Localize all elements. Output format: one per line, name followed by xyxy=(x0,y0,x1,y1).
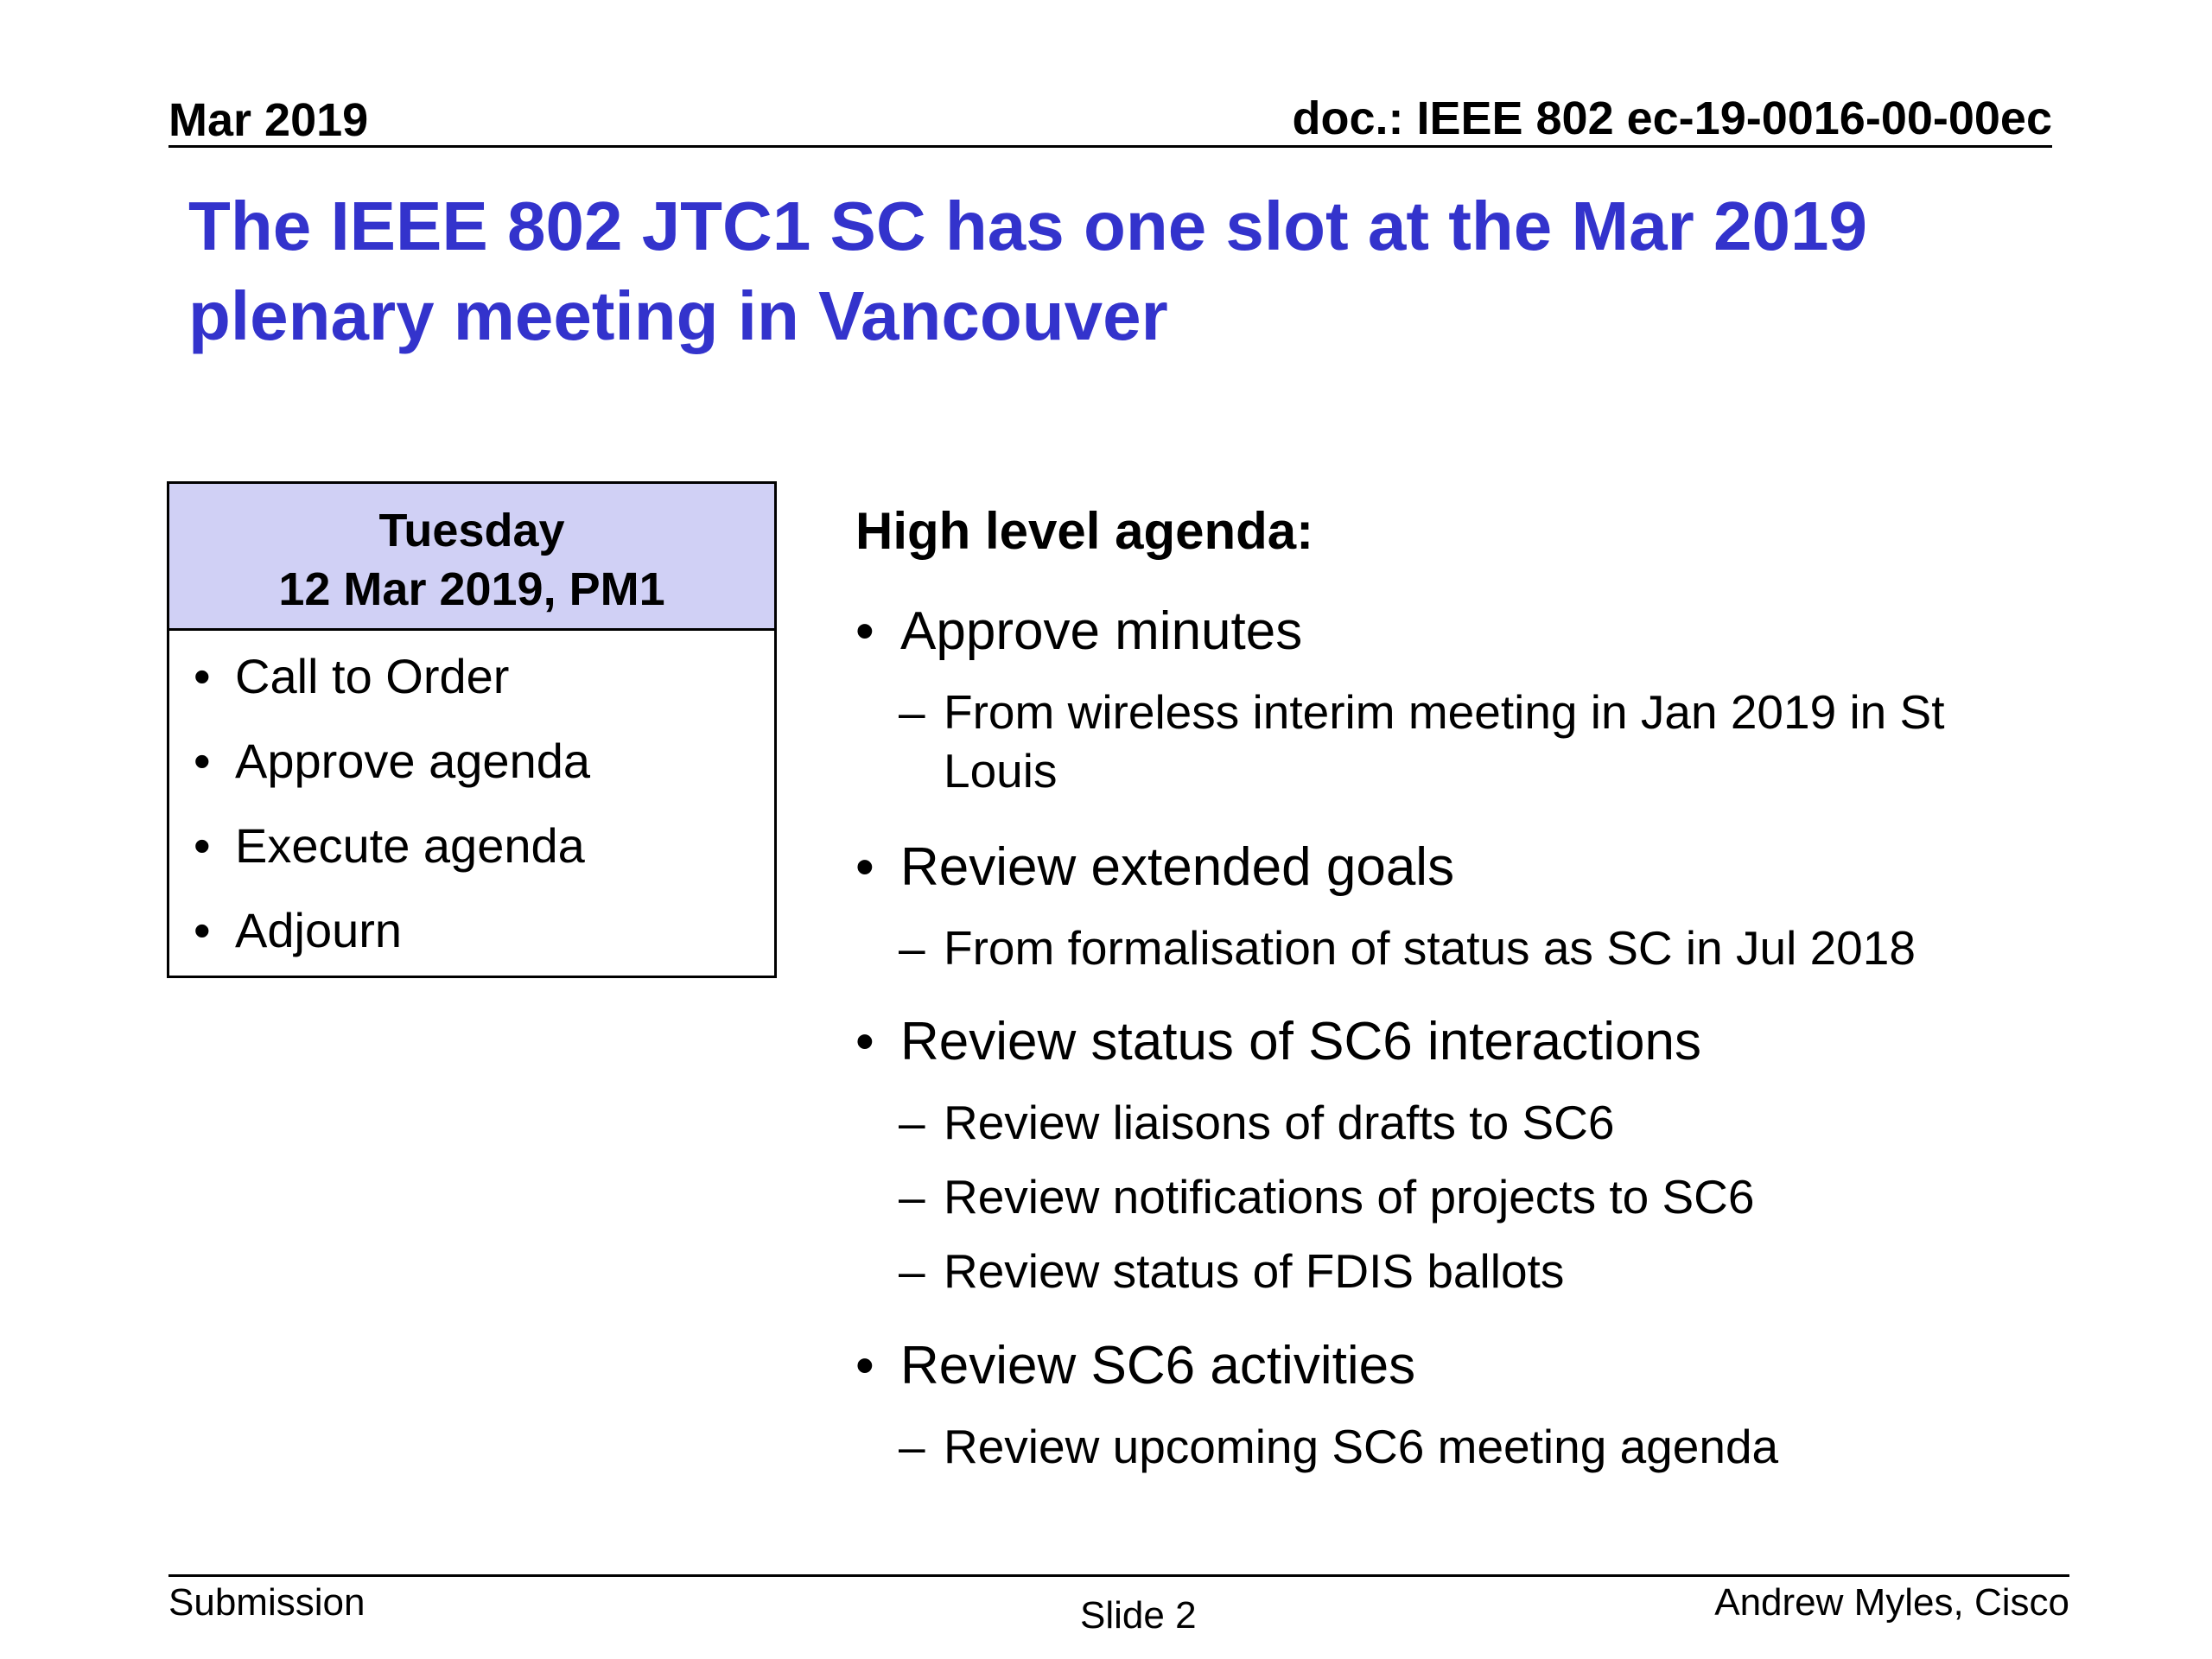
dash-icon: – xyxy=(899,1170,925,1224)
list-item: • Call to Order xyxy=(194,648,509,704)
dash-icon: – xyxy=(899,1096,925,1149)
agenda-subitem: – Review notifications of projects to SC6 xyxy=(899,1167,1755,1226)
schedule-box: Tuesday 12 Mar 2019, PM1 • Call to Order … xyxy=(167,481,777,978)
agenda-subitem-label: From formalisation of status as SC in Ju… xyxy=(944,921,1916,975)
bullet-icon: • xyxy=(194,903,211,957)
agenda-item-label: Approve minutes xyxy=(900,601,1303,661)
agenda-subitem: – Review status of FDIS ballots xyxy=(899,1242,1564,1300)
schedule-item-label: Adjourn xyxy=(235,903,403,957)
agenda-subitem: – From wireless interim meeting in Jan 20… xyxy=(899,683,1945,800)
header-divider xyxy=(168,145,2052,148)
bullet-icon: • xyxy=(855,601,874,661)
dash-icon: – xyxy=(899,1244,925,1298)
agenda-item: • Review extended goals xyxy=(855,836,1454,898)
agenda-subitem: – Review liaisons of drafts to SC6 xyxy=(899,1093,1614,1152)
agenda-subitem-label: Review status of FDIS ballots xyxy=(944,1244,1565,1298)
schedule-box-header: Tuesday 12 Mar 2019, PM1 xyxy=(169,484,774,631)
slide-title-line1: The IEEE 802 JTC1 SC has one slot at the… xyxy=(188,188,1867,264)
agenda-subitem: – From formalisation of status as SC in J… xyxy=(899,918,1916,977)
bullet-icon: • xyxy=(194,818,211,873)
agenda-item: • Review status of SC6 interactions xyxy=(855,1011,1701,1072)
agenda-subitem: – Review upcoming SC6 meeting agenda xyxy=(899,1417,1778,1476)
bullet-icon: • xyxy=(194,649,211,703)
agenda-subitem-label: From wireless interim meeting in Jan 201… xyxy=(944,685,1945,739)
dash-icon: – xyxy=(899,1420,925,1473)
agenda-item-label: Review extended goals xyxy=(900,837,1455,897)
list-item: • Approve agenda xyxy=(194,733,590,789)
dash-icon: – xyxy=(899,685,925,739)
schedule-date-slot: 12 Mar 2019, PM1 xyxy=(278,563,665,615)
agenda-subitem-label-cont: Louis xyxy=(944,744,1058,798)
agenda-subitem-label: Review notifications of projects to SC6 xyxy=(944,1170,1755,1224)
agenda-item-label: Review SC6 activities xyxy=(900,1336,1416,1395)
dash-icon: – xyxy=(899,921,925,975)
slide-title: The IEEE 802 JTC1 SC has one slot at the… xyxy=(188,181,2089,361)
slide-title-line2: plenary meeting in Vancouver xyxy=(188,277,1168,354)
schedule-item-label: Call to Order xyxy=(235,649,510,703)
agenda-subitem-label: Review liaisons of drafts to SC6 xyxy=(944,1096,1615,1149)
schedule-day: Tuesday xyxy=(378,505,565,556)
footer-submission: Submission xyxy=(168,1581,365,1624)
schedule-item-label: Approve agenda xyxy=(235,734,591,788)
agenda-item: • Approve minutes xyxy=(855,601,1302,662)
footer-slide-number: Slide 2 xyxy=(1080,1594,1197,1637)
agenda-subitem-label: Review upcoming SC6 meeting agenda xyxy=(944,1420,1779,1473)
footer-author: Andrew Myles, Cisco xyxy=(1714,1581,2069,1624)
schedule-item-label: Execute agenda xyxy=(235,818,585,873)
list-item: • Execute agenda xyxy=(194,817,585,874)
header-doc-id: doc.: IEEE 802 ec-19-0016-00-00ec xyxy=(1292,92,2052,144)
bullet-icon: • xyxy=(855,1336,874,1395)
footer-divider xyxy=(168,1574,2069,1577)
bullet-icon: • xyxy=(855,837,874,897)
agenda-item-label: Review status of SC6 interactions xyxy=(900,1012,1701,1071)
bullet-icon: • xyxy=(855,1012,874,1071)
agenda-heading: High level agenda: xyxy=(855,502,1314,560)
header-date: Mar 2019 xyxy=(168,94,369,146)
agenda-item: • Review SC6 activities xyxy=(855,1335,1415,1396)
bullet-icon: • xyxy=(194,734,211,788)
list-item: • Adjourn xyxy=(194,902,402,958)
